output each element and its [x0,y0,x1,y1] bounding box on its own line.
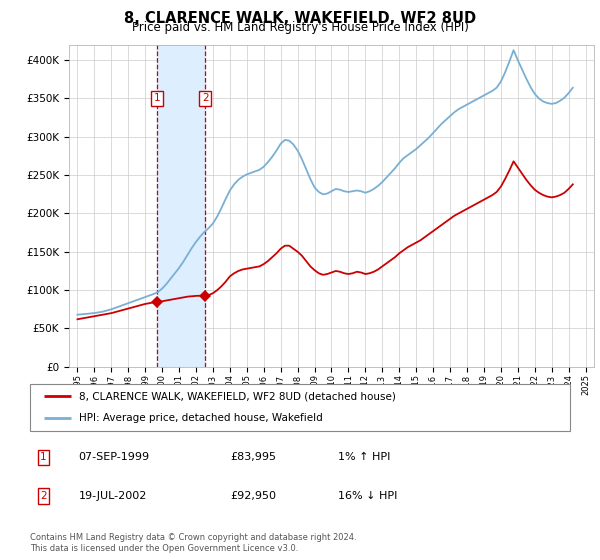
Text: 19-JUL-2002: 19-JUL-2002 [79,491,147,501]
Bar [157,45,205,367]
Text: 1: 1 [40,452,47,462]
Text: Price paid vs. HM Land Registry's House Price Index (HPI): Price paid vs. HM Land Registry's House … [131,21,469,34]
Text: 2: 2 [202,94,209,104]
Text: 1: 1 [154,94,160,104]
Text: 2: 2 [40,491,47,501]
Text: 16% ↓ HPI: 16% ↓ HPI [338,491,397,501]
Text: 1% ↑ HPI: 1% ↑ HPI [338,452,390,462]
Text: £92,950: £92,950 [230,491,276,501]
Text: £83,995: £83,995 [230,452,276,462]
Text: 07-SEP-1999: 07-SEP-1999 [79,452,150,462]
Text: Contains HM Land Registry data © Crown copyright and database right 2024.
This d: Contains HM Land Registry data © Crown c… [30,533,356,553]
Text: 8, CLARENCE WALK, WAKEFIELD, WF2 8UD (detached house): 8, CLARENCE WALK, WAKEFIELD, WF2 8UD (de… [79,391,395,402]
FancyBboxPatch shape [30,384,570,431]
Text: HPI: Average price, detached house, Wakefield: HPI: Average price, detached house, Wake… [79,413,322,423]
Text: 8, CLARENCE WALK, WAKEFIELD, WF2 8UD: 8, CLARENCE WALK, WAKEFIELD, WF2 8UD [124,11,476,26]
